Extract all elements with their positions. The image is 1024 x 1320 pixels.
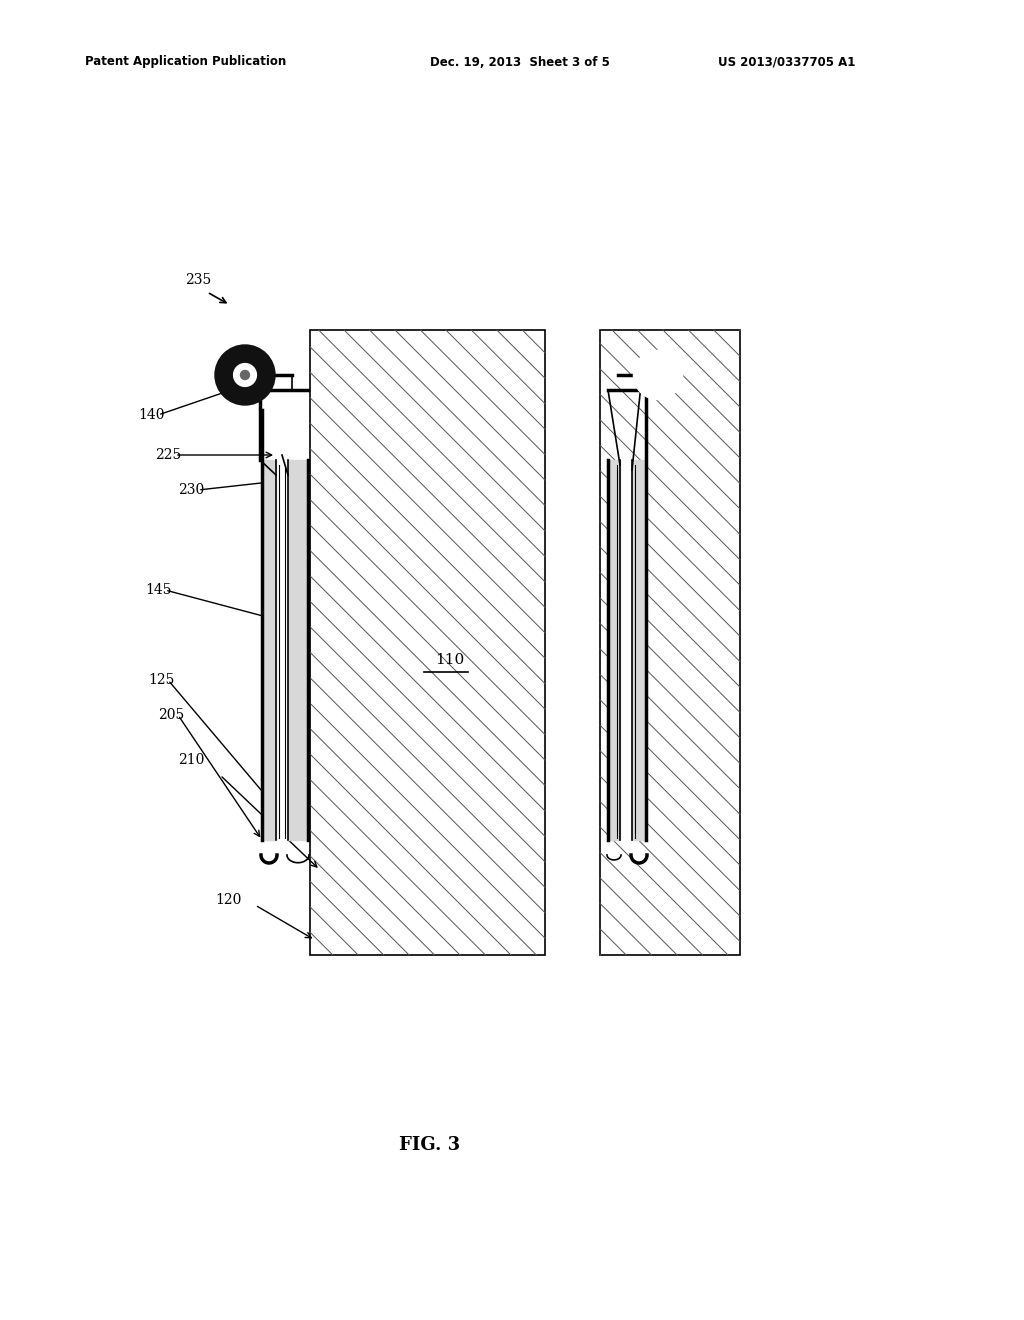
Bar: [608, 459, 620, 840]
Circle shape: [215, 345, 275, 405]
Text: 225: 225: [155, 447, 181, 462]
Bar: [632, 459, 646, 840]
Text: 125: 125: [148, 673, 174, 686]
Text: Dec. 19, 2013  Sheet 3 of 5: Dec. 19, 2013 Sheet 3 of 5: [430, 55, 610, 69]
Text: FIG. 3: FIG. 3: [399, 1137, 461, 1154]
Circle shape: [647, 364, 669, 385]
Bar: [278, 459, 287, 840]
Bar: [621, 459, 631, 840]
Text: Patent Application Publication: Patent Application Publication: [85, 55, 287, 69]
Bar: [262, 459, 276, 840]
Text: US 2013/0337705 A1: US 2013/0337705 A1: [718, 55, 855, 69]
Circle shape: [233, 363, 256, 387]
Text: 145: 145: [145, 583, 171, 597]
Text: 110: 110: [435, 653, 465, 667]
Text: 230: 230: [178, 483, 204, 498]
Circle shape: [634, 351, 682, 399]
Text: 205: 205: [158, 708, 184, 722]
Bar: [310, 330, 545, 954]
Text: 210: 210: [178, 752, 205, 767]
Text: 140: 140: [138, 408, 165, 422]
Text: 235: 235: [185, 273, 211, 286]
Circle shape: [241, 371, 250, 380]
Text: 120: 120: [215, 894, 242, 907]
Bar: [600, 330, 740, 954]
Bar: [288, 459, 308, 840]
